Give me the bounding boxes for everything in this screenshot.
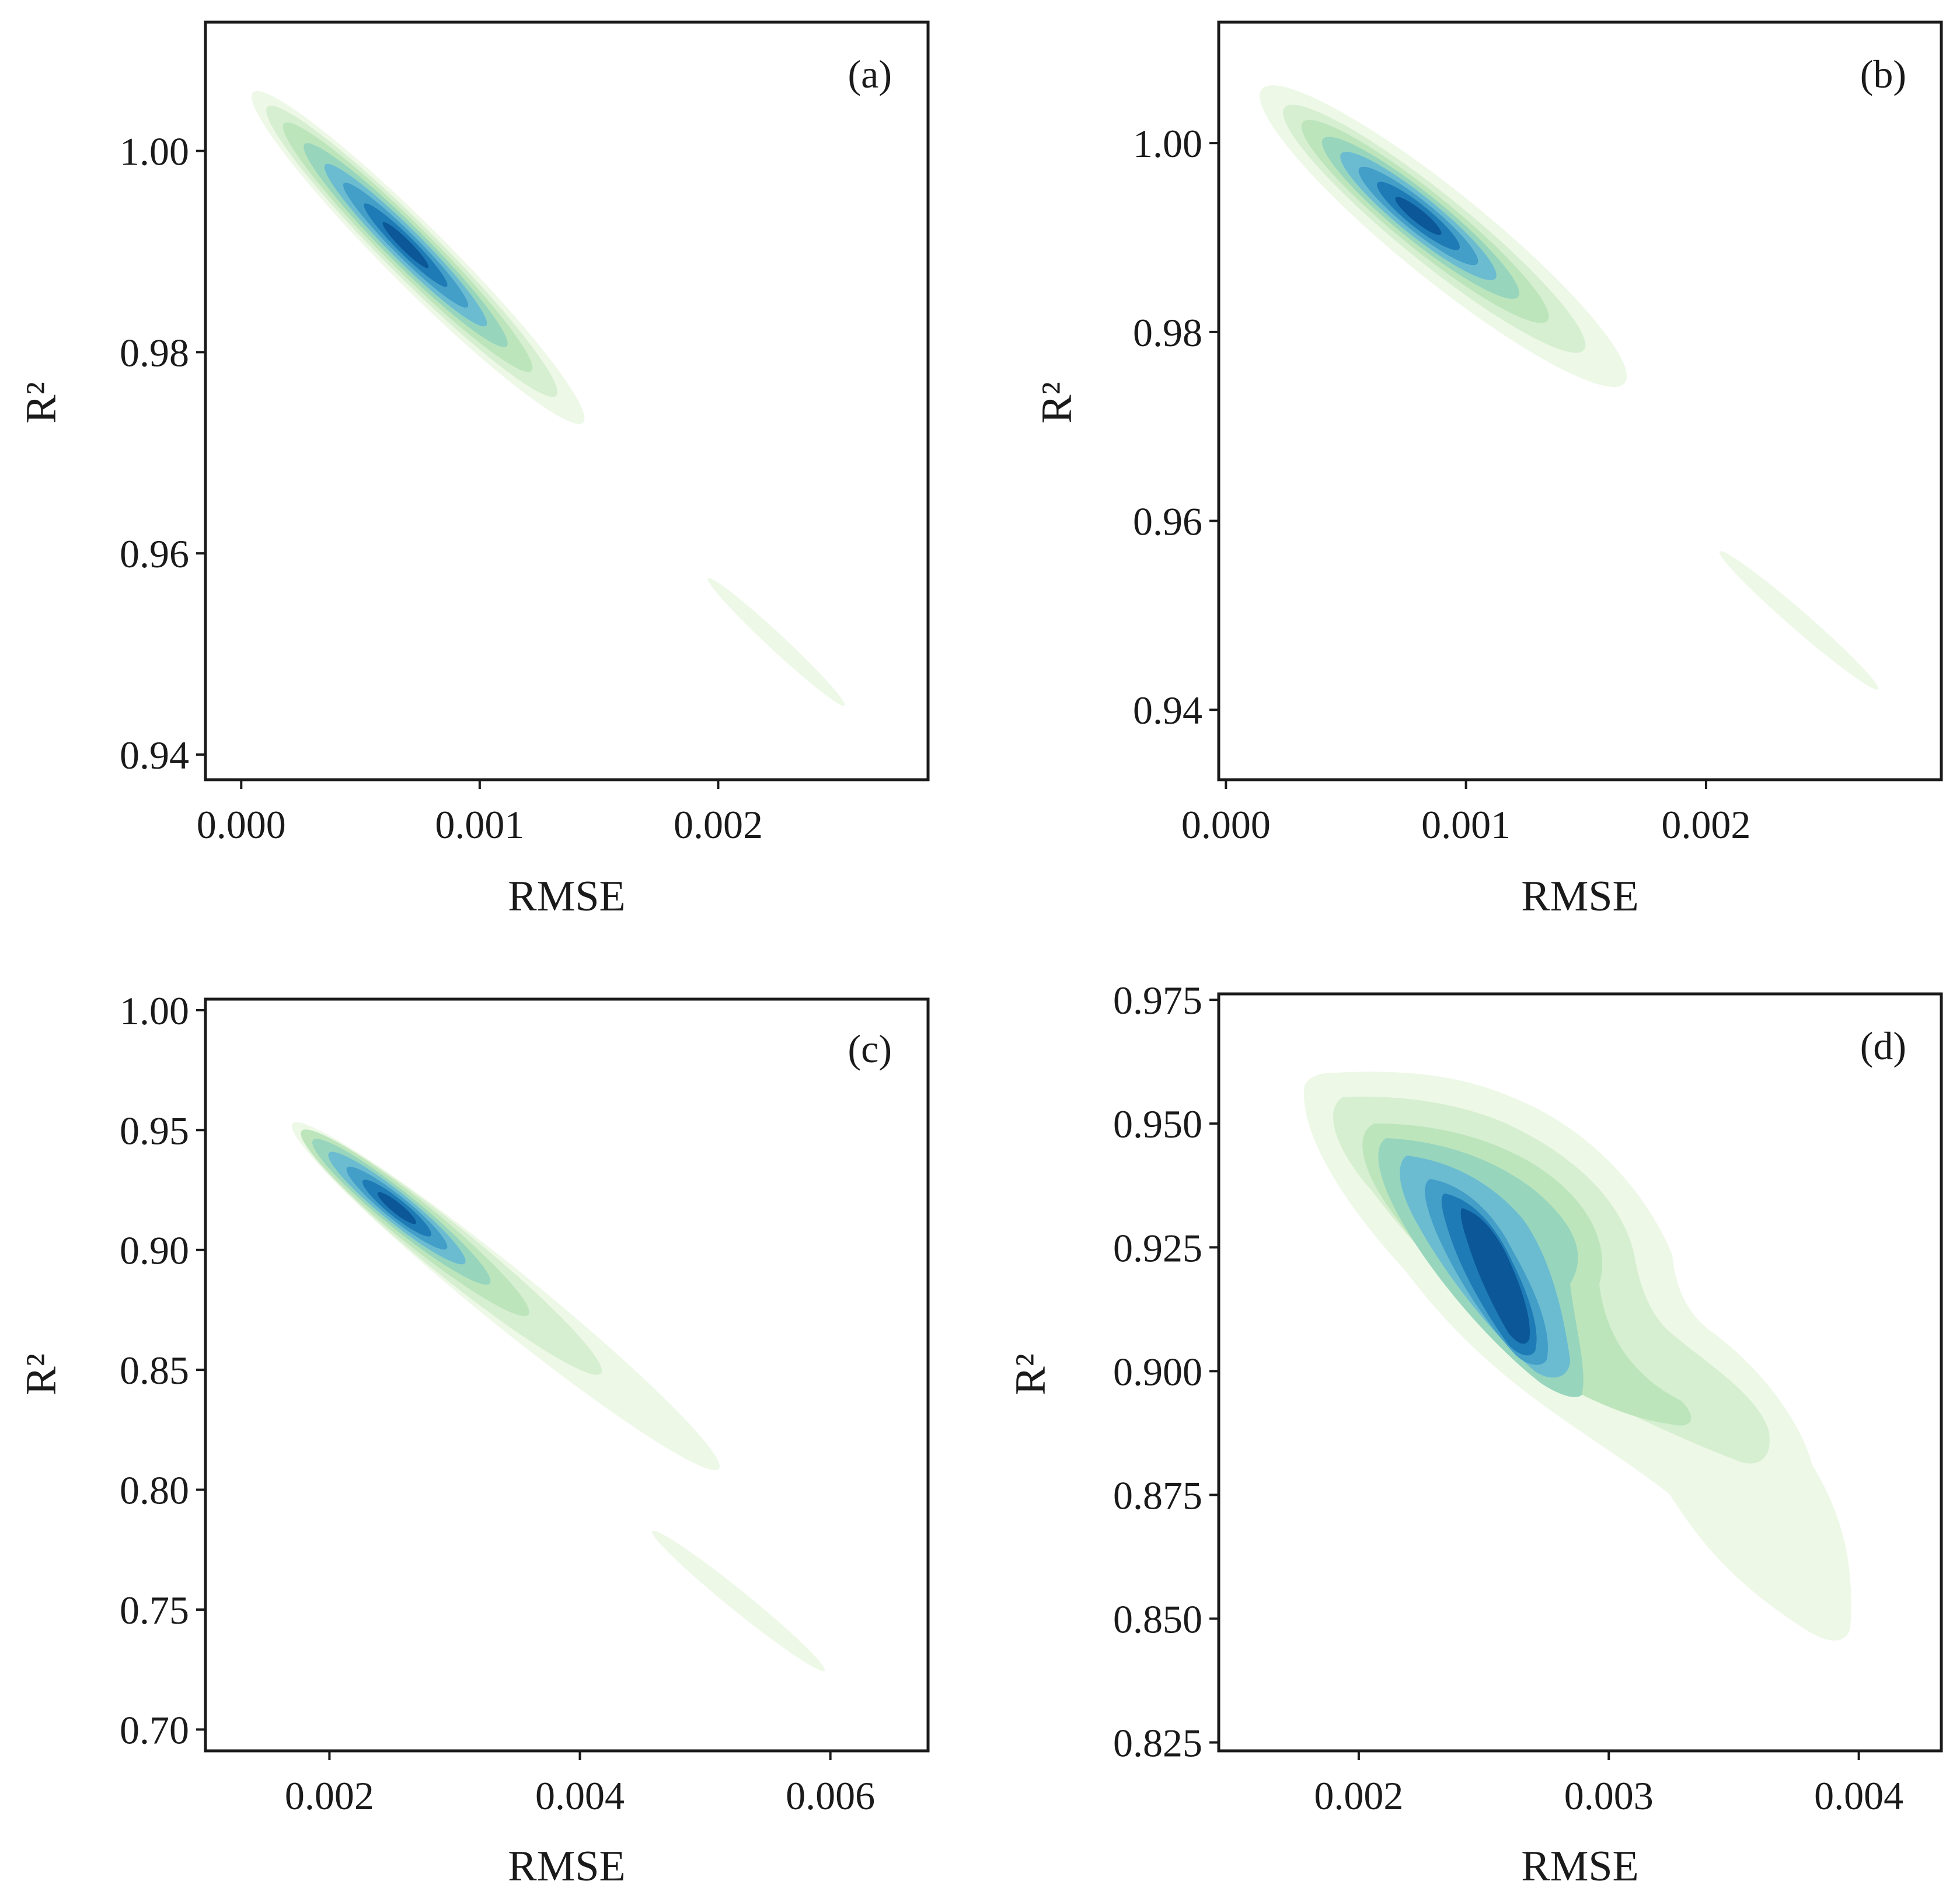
x-tick-label: 0.004 <box>535 1774 625 1818</box>
y-tick-label: 0.950 <box>1113 1102 1202 1146</box>
y-tick-label: 0.75 <box>120 1588 189 1632</box>
x-tick-label: 0.002 <box>1314 1774 1403 1818</box>
y-tick-label: 0.925 <box>1113 1226 1202 1270</box>
density-plot-b <box>1260 85 1879 690</box>
panel-c: 0.002 0.004 0.006 0.70 0.75 0.80 0.85 0.90 0.95… <box>18 989 930 1890</box>
y-tick-label: 0.850 <box>1113 1597 1202 1642</box>
density-plot-a <box>251 90 845 706</box>
main-density-blob-a <box>251 90 585 424</box>
y-tick-label: 1.00 <box>120 989 189 1033</box>
y-tick-label: 0.95 <box>120 1108 189 1153</box>
y-tick-label: 0.98 <box>120 330 189 375</box>
x-tick-label: 0.003 <box>1564 1774 1654 1818</box>
x-ticks-b: 0.000 0.001 0.002 <box>1181 780 1750 847</box>
y-tick-label: 0.900 <box>1113 1349 1202 1394</box>
panel-label-b: (b) <box>1860 52 1906 96</box>
density-plot-c <box>292 1122 825 1671</box>
x-axis-label-c: RMSE <box>508 1842 626 1890</box>
panel-label-a: (a) <box>848 52 892 96</box>
minor-density-blob-a <box>707 578 845 706</box>
y-ticks-b: 0.94 0.96 0.98 1.00 <box>1133 121 1219 732</box>
y-tick-label: 0.825 <box>1113 1721 1202 1765</box>
x-tick-label: 0.001 <box>1421 802 1511 847</box>
panel-d: 0.002 0.003 0.004 0.825 0.850 0.875 0.900 0.92… <box>1007 978 1943 1890</box>
y-ticks-d: 0.825 0.850 0.875 0.900 0.925 0.950 0.975 <box>1113 978 1219 1765</box>
x-tick-label: 0.001 <box>435 802 524 847</box>
x-tick-label: 0.000 <box>197 802 286 847</box>
x-ticks-a: 0.000 0.001 0.002 <box>197 780 763 847</box>
panel-label-d: (d) <box>1860 1024 1906 1068</box>
density-plot-d <box>1304 1072 1851 1641</box>
y-tick-label: 0.94 <box>1133 688 1202 732</box>
plot-frame-c <box>204 997 930 1753</box>
y-tick-label: 0.85 <box>120 1348 189 1393</box>
main-density-blob-b <box>1260 85 1627 388</box>
y-tick-label: 0.80 <box>120 1468 189 1513</box>
y-tick-label: 0.98 <box>1133 310 1202 355</box>
y-axis-label-d: R² <box>1007 1353 1055 1395</box>
y-ticks-a: 0.94 0.96 0.98 1.00 <box>120 130 205 777</box>
y-tick-label: 0.70 <box>120 1708 189 1752</box>
y-tick-label: 0.96 <box>120 532 189 576</box>
panel-label-c: (c) <box>848 1027 892 1071</box>
plot-frame-a <box>204 20 930 781</box>
x-tick-label: 0.000 <box>1181 802 1271 847</box>
y-tick-label: 1.00 <box>1133 121 1202 166</box>
minor-density-blob-c <box>651 1530 825 1671</box>
y-tick-label: 0.90 <box>120 1229 189 1273</box>
x-axis-label-a: RMSE <box>508 873 626 920</box>
plot-frame-b <box>1217 20 1943 781</box>
y-axis-label-b: R² <box>1033 382 1081 424</box>
x-axis-label-d: RMSE <box>1521 1842 1639 1890</box>
y-tick-label: 1.00 <box>120 130 189 174</box>
panel-a: 0.000 0.001 0.002 0.94 0.96 0.98 1.00 (a) RMS… <box>18 20 930 920</box>
x-tick-label: 0.002 <box>285 1774 374 1818</box>
y-tick-label: 0.875 <box>1113 1473 1202 1517</box>
main-density-blob-d <box>1304 1072 1851 1641</box>
y-ticks-c: 0.70 0.75 0.80 0.85 0.90 0.95 1.00 <box>120 989 205 1752</box>
y-axis-label-c: R² <box>18 1353 65 1395</box>
minor-density-blob-b <box>1719 551 1879 690</box>
x-tick-label: 0.002 <box>674 802 763 847</box>
x-ticks-c: 0.002 0.004 0.006 <box>285 1751 875 1818</box>
panel-b: 0.000 0.001 0.002 0.94 0.96 0.98 1.00 (b) RMS… <box>1033 20 1943 920</box>
x-tick-label: 0.006 <box>786 1774 875 1818</box>
plot-frame-d <box>1217 992 1943 1753</box>
y-axis-label-a: R² <box>18 382 65 424</box>
x-axis-label-b: RMSE <box>1521 873 1639 920</box>
y-tick-label: 0.975 <box>1113 978 1202 1022</box>
main-density-blob-c <box>292 1122 720 1471</box>
y-tick-label: 0.94 <box>120 733 189 777</box>
x-ticks-d: 0.002 0.003 0.004 <box>1314 1751 1903 1818</box>
y-tick-label: 0.96 <box>1133 500 1202 544</box>
x-tick-label: 0.002 <box>1661 802 1750 847</box>
x-tick-label: 0.004 <box>1814 1774 1903 1818</box>
